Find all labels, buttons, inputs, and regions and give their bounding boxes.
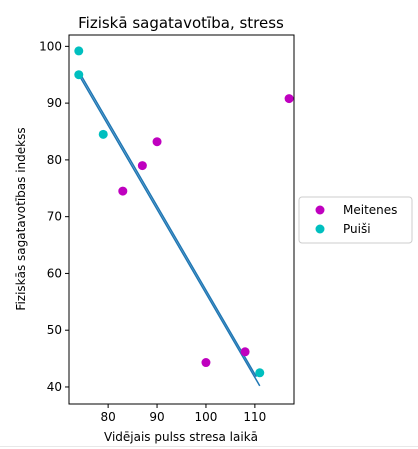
data-point-meitenes-5 — [285, 94, 294, 103]
data-point-puiši-2 — [99, 130, 108, 139]
x-axis-label: Vidējais pulss stresa laikā — [104, 430, 258, 444]
y-tick-label-50: 50 — [47, 323, 62, 337]
y-tick-label-70: 70 — [47, 210, 62, 224]
plot-area — [69, 35, 294, 404]
y-tick-label-90: 90 — [47, 96, 62, 110]
data-point-meitenes-3 — [201, 358, 210, 367]
legend-label-puiši: Puiši — [343, 222, 371, 236]
data-point-meitenes-4 — [241, 347, 250, 356]
y-tick-label-80: 80 — [47, 153, 62, 167]
data-point-puiši-0 — [74, 46, 83, 55]
x-axis: 80 90 100 110 — [100, 404, 266, 424]
y-tick-label-100: 100 — [39, 39, 62, 53]
chart-title: Fiziskā sagatavotība, stress — [78, 14, 284, 32]
data-point-meitenes-1 — [138, 161, 147, 170]
x-tick-label-100: 100 — [195, 410, 218, 424]
legend: Meitenes Puiši — [299, 197, 412, 243]
data-point-puiši-3 — [255, 368, 264, 377]
x-tick-label-90: 90 — [149, 410, 164, 424]
legend-marker-meitenes — [316, 206, 325, 215]
x-tick-label-110: 110 — [243, 410, 266, 424]
y-axis-label: Fiziskās sagatavotības indekss — [14, 127, 28, 310]
y-axis: 40 50 60 70 80 90 100 — [39, 39, 69, 394]
bottom-divider — [0, 446, 418, 447]
legend-label-meitenes: Meitenes — [343, 203, 397, 217]
data-point-meitenes-2 — [153, 137, 162, 146]
data-point-puiši-1 — [74, 70, 83, 79]
y-tick-label-60: 60 — [47, 266, 62, 280]
legend-marker-puiši — [316, 225, 325, 234]
data-point-meitenes-0 — [118, 187, 127, 196]
x-tick-label-80: 80 — [100, 410, 115, 424]
plot-background — [69, 35, 294, 404]
y-tick-label-40: 40 — [47, 380, 62, 394]
